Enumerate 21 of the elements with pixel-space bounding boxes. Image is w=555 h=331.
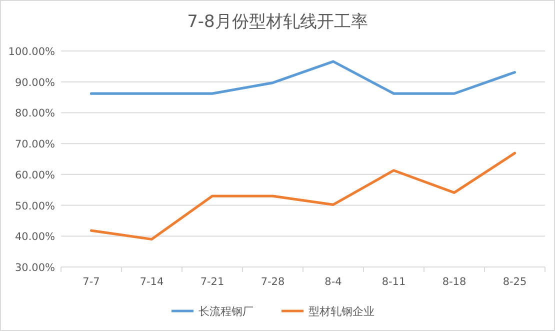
x-tick-label: 8-11 [382, 276, 406, 288]
x-tick-label: 8-25 [502, 276, 527, 288]
y-tick-label: 70.00% [14, 138, 56, 151]
y-tick-label: 30.00% [14, 262, 56, 274]
y-tick-label: 60.00% [14, 169, 56, 182]
y-tick-label: 50.00% [14, 200, 56, 212]
x-tick-label: 7-21 [200, 276, 224, 288]
chart-title: 7-8月份型材轧线开工率 [187, 12, 368, 32]
legend-label: 长流程钢厂 [198, 305, 254, 318]
x-tick-label: 7-14 [140, 276, 164, 288]
line-series [90, 152, 516, 241]
x-tick-label: 7-28 [260, 276, 285, 288]
x-tick-label: 7-7 [82, 276, 100, 288]
y-tick-label: 90.00% [14, 76, 56, 89]
x-tick-label: 8-4 [324, 276, 342, 288]
legend-label: 型材轧钢企业 [308, 305, 374, 318]
line-series [90, 60, 516, 95]
x-tick-label: 8-18 [442, 276, 466, 288]
y-tick-label: 100.00% [8, 46, 56, 58]
y-tick-label: 40.00% [14, 231, 56, 244]
y-tick-label: 80.00% [14, 108, 56, 120]
